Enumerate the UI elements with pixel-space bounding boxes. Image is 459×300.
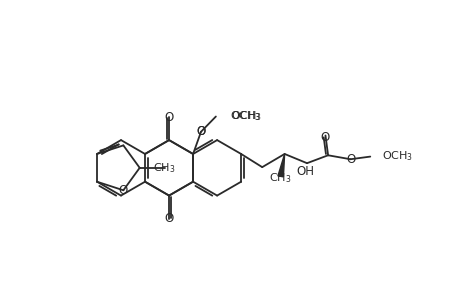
- Text: O: O: [164, 212, 174, 225]
- Polygon shape: [277, 154, 284, 177]
- Text: O: O: [196, 125, 205, 138]
- Text: O: O: [164, 111, 174, 124]
- Text: OH: OH: [296, 165, 313, 178]
- Text: OCH$_3$: OCH$_3$: [381, 150, 413, 164]
- Text: O: O: [118, 184, 128, 197]
- Text: O: O: [320, 131, 330, 144]
- Text: O: O: [345, 153, 354, 166]
- Text: O: O: [196, 125, 205, 138]
- Text: CH$_3$: CH$_3$: [269, 171, 291, 185]
- Text: OCH$_3$: OCH$_3$: [230, 110, 262, 123]
- Text: CH$_3$: CH$_3$: [153, 161, 175, 175]
- Text: OCH$_3$: OCH$_3$: [229, 110, 260, 123]
